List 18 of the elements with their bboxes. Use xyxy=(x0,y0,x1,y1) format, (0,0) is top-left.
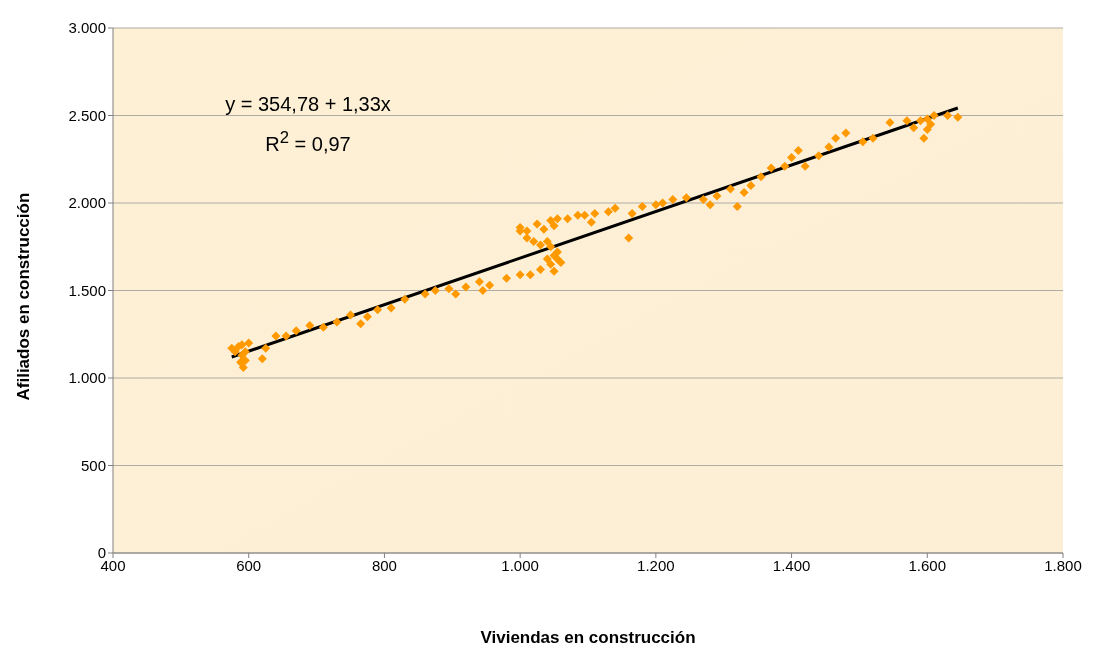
x-tick-label: 1.400 xyxy=(772,556,811,574)
x-tick-label: 800 xyxy=(371,556,397,574)
x-tick-label: 1.800 xyxy=(1044,556,1082,574)
y-axis-title: Afiliados en construcción xyxy=(14,192,34,401)
y-tick-label: 1.000 xyxy=(68,369,106,387)
y-tick-label: 1.500 xyxy=(68,281,106,299)
x-tick-label: 600 xyxy=(236,556,262,574)
y-tick-label: 500 xyxy=(80,456,106,474)
annotation: y = 354,78 + 1,33x xyxy=(224,93,392,116)
x-tick-label: 1.600 xyxy=(908,556,947,574)
y-tick-label: 2.000 xyxy=(68,194,106,212)
y-tick-label: 3.000 xyxy=(68,19,106,37)
x-tick-label: 1.000 xyxy=(501,556,539,574)
y-tick-label: 0 xyxy=(97,544,106,562)
x-tick-label: 1.200 xyxy=(637,556,675,574)
y-tick-label: 2.500 xyxy=(68,106,106,124)
x-axis-title: Viviendas en construcción xyxy=(480,628,696,647)
annotation: R$^{2}$ = 0,97 xyxy=(264,128,352,156)
